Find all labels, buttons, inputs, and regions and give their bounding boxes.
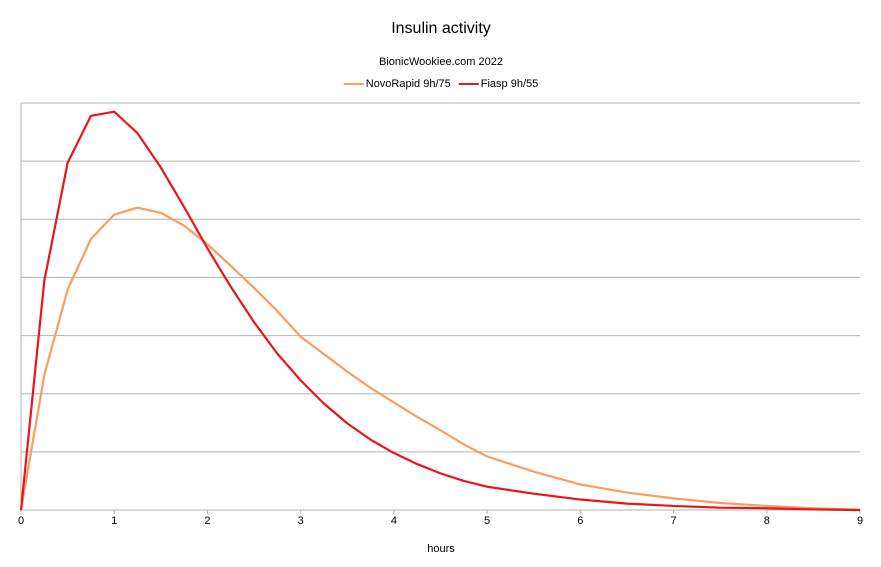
x-axis-label: hours (427, 543, 455, 555)
line-series (19, 206, 861, 512)
x-tick-label: 1 (111, 515, 117, 527)
x-tick-label: 9 (857, 515, 863, 527)
x-tick-label: 4 (391, 515, 397, 527)
x-tick-label: 3 (298, 515, 304, 527)
x-tick-label: 0 (18, 515, 24, 527)
legend: NovoRapid 9h/75 Fiasp 9h/55 (343, 78, 538, 90)
legend-label: NovoRapid 9h/75 (366, 78, 451, 90)
chart-subtitle: BionicWookiee.com 2022 (379, 56, 503, 68)
x-tick-label: 2 (204, 515, 210, 527)
chart-title: Insulin activity (391, 20, 491, 37)
x-tick-label: 8 (764, 515, 770, 527)
x-tick-label: 6 (577, 515, 583, 527)
legend-label: Fiasp 9h/55 (481, 78, 538, 90)
x-tick-label: 5 (484, 515, 490, 527)
line-series (19, 110, 861, 512)
x-tick-label: 7 (670, 515, 676, 527)
